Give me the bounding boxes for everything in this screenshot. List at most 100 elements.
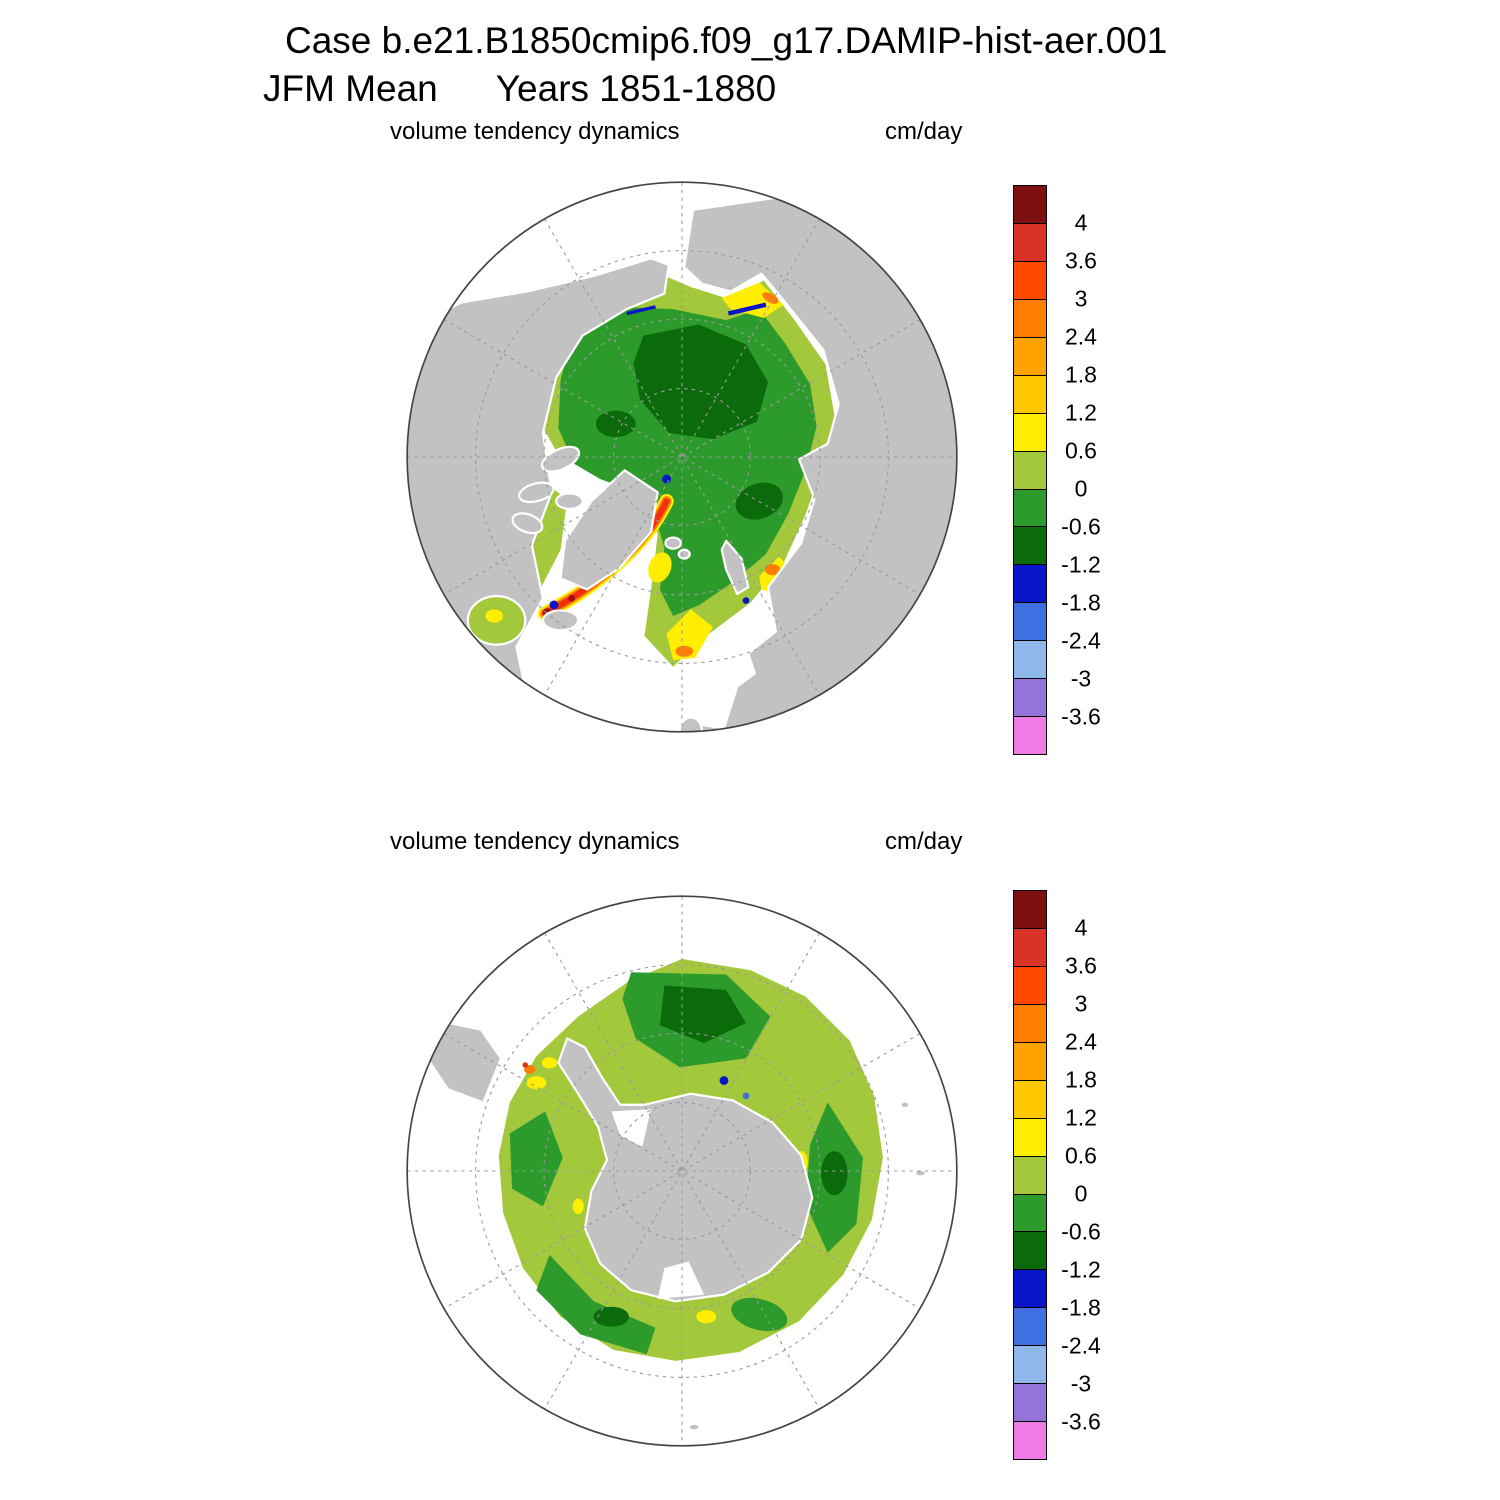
colorbar-segment <box>1013 374 1047 414</box>
colorbar-tick-label: -2.4 <box>1061 1332 1101 1359</box>
antarctica-landmass <box>557 1037 814 1303</box>
ice-patch <box>595 410 636 438</box>
colorbar-tick-label: -2.4 <box>1061 627 1101 654</box>
ice-patch <box>764 564 781 576</box>
landmasses-north <box>407 182 957 732</box>
novaya-zemlya-island <box>720 539 750 595</box>
ice-patch <box>648 552 672 583</box>
svalbard-island <box>664 536 682 550</box>
colorbar-segment <box>1013 1345 1047 1385</box>
ross-sea-notch <box>657 1261 705 1300</box>
colorbar-north: 4 3.6 3 2.4 1.8 1.2 0.6 0 -0.6 -1.2 -1.8 -2.4 -3 -3.6 <box>1013 185 1233 756</box>
landmasses-south <box>415 1015 928 1432</box>
north-variable-label: volume tendency dynamics <box>390 118 680 145</box>
south-variable-label: volume tendency dynamics <box>390 828 680 855</box>
graticule-south <box>407 896 957 1446</box>
ice-patch <box>727 302 767 316</box>
colorbar-tick-label: -3 <box>1070 665 1092 692</box>
colorbar-segment <box>1013 488 1047 528</box>
ice-patch <box>572 1198 584 1215</box>
colorbar-tick-label: 0.6 <box>1065 437 1097 464</box>
ice-patch <box>742 1092 750 1100</box>
ice-patch <box>662 474 671 484</box>
colorbar-segment <box>1013 716 1047 756</box>
ice-patch <box>762 292 779 304</box>
colorbar-tick-label: 2.4 <box>1065 1028 1097 1055</box>
colorbar-segment <box>1013 450 1047 490</box>
colorbar-tick-label: -1.8 <box>1061 589 1101 616</box>
colorbar-tick-label: -0.6 <box>1061 1218 1101 1245</box>
ice-patch <box>549 600 559 610</box>
arctic-archipelago-island <box>511 512 544 535</box>
colorbar-tick-label: 4 <box>1074 914 1088 941</box>
colorbar-segment <box>1013 678 1047 718</box>
colorbar-segment <box>1013 1383 1047 1423</box>
colorbar-tick-label: 1.8 <box>1065 361 1097 388</box>
colorbar-segment <box>1013 602 1047 642</box>
ice-patch <box>524 1065 536 1074</box>
colorbar-tick-label: 3 <box>1074 990 1088 1017</box>
svalbard-island <box>677 548 691 560</box>
figure-title-period: JFM Mean Years 1851-1880 <box>263 68 776 110</box>
ice-patch <box>731 1297 788 1332</box>
colorbar-south: 4 3.6 3 2.4 1.8 1.2 0.6 0 -0.6 -1.2 -1.8 -2.4 -3 -3.6 <box>1013 890 1233 1461</box>
ice-patch <box>742 597 750 604</box>
colorbar-tick-label: 1.8 <box>1065 1066 1097 1093</box>
ice-patch <box>485 609 504 623</box>
colorbar-tick-label: 0 <box>1074 1180 1088 1207</box>
arctic-archipelago-island <box>517 481 555 504</box>
ice-patch <box>721 282 784 318</box>
ice-patch <box>541 1057 558 1069</box>
ice-patch <box>522 1062 529 1068</box>
arctic-archipelago-island <box>555 492 584 510</box>
colorbar-tick-label: 3 <box>1074 285 1088 312</box>
colorbar-segment <box>1013 1079 1047 1119</box>
colorbar-tick-label: -1.2 <box>1061 1256 1101 1283</box>
colorbar-segment <box>1013 185 1047 224</box>
ice-patch <box>536 1254 656 1355</box>
ice-patch <box>626 305 656 316</box>
eurasia-landmass <box>676 182 957 732</box>
figure-title-case: Case b.e21.B1850cmip6.f09_g17.DAMIP-hist… <box>285 20 1168 61</box>
colorbar-tick-label: 1.2 <box>1065 1104 1097 1131</box>
ice-patch <box>821 1151 848 1196</box>
colorbar-segment <box>1013 1117 1047 1157</box>
colorbar-segment <box>1013 1269 1047 1309</box>
colorbar-segment <box>1013 526 1047 566</box>
colorbar-segment <box>1013 1231 1047 1271</box>
weddell-sea-notch <box>611 1109 652 1147</box>
colorbar-segment <box>1013 1155 1047 1195</box>
colorbar-segment <box>1013 1041 1047 1081</box>
season-label: JFM Mean <box>263 68 438 109</box>
colorbar-segment <box>1013 640 1047 680</box>
north-units-label: cm/day <box>885 118 963 145</box>
colorbar-segment <box>1013 927 1047 967</box>
colorbar-segment <box>1013 1193 1047 1233</box>
ice-patch <box>593 1306 630 1327</box>
south-polar-map <box>406 895 958 1447</box>
years-label: Years 1851-1880 <box>495 68 777 109</box>
colorbar-tick-label: -1.8 <box>1061 1294 1101 1321</box>
map-boundary-circle <box>406 181 958 733</box>
colorbar-segment <box>1013 564 1047 604</box>
ice-patch <box>509 1111 563 1207</box>
colorbar-segment <box>1013 1307 1047 1347</box>
colorbar-tick-label: 0 <box>1074 475 1088 502</box>
colorbar-segment <box>1013 298 1047 338</box>
colorbar-tick-label: -1.2 <box>1061 551 1101 578</box>
south-units-label: cm/day <box>885 828 963 855</box>
arctic-archipelago-island <box>540 445 581 473</box>
north-polar-map <box>406 181 958 733</box>
colorbar-segment <box>1013 1003 1047 1043</box>
colorbar-gradient <box>1013 185 1047 756</box>
map-boundary-circle <box>406 895 958 1447</box>
ice-patch <box>675 645 694 657</box>
ice-patch <box>526 1076 547 1090</box>
colorbar-tick-label: 4 <box>1074 209 1088 236</box>
colorbar-tick-label: 3.6 <box>1065 247 1097 274</box>
colorbar-segment <box>1013 260 1047 300</box>
colorbar-tick-label: -3.6 <box>1061 703 1101 730</box>
graticule-north <box>407 182 957 732</box>
colorbar-segment <box>1013 336 1047 376</box>
